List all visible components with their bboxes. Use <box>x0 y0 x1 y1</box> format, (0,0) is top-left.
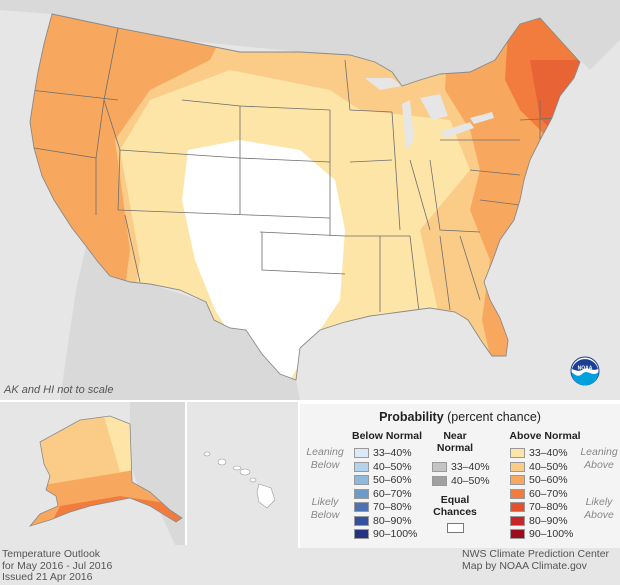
hawaii-inset-map <box>187 402 295 545</box>
legend-swatch <box>510 475 525 485</box>
legend-row: 80–90% <box>354 515 412 527</box>
credit-map: Map by NOAA Climate.gov <box>462 559 587 572</box>
legend-row-label: 80–90% <box>529 514 568 527</box>
legend-row: 40–50% <box>510 461 568 473</box>
outlook-issued: Issued 21 Apr 2016 <box>2 571 93 583</box>
legend-row: 50–60% <box>510 474 568 486</box>
equal-chances-heading: Equal Chances <box>433 494 477 518</box>
legend-title: Probability (percent chance) <box>379 410 541 424</box>
legend-swatch <box>432 475 447 486</box>
near-normal-heading: Near Normal <box>436 430 474 454</box>
legend-row: 90–100% <box>354 528 417 540</box>
legend-swatch <box>510 488 525 499</box>
noaa-logo-text: NOAA <box>578 366 593 372</box>
legend-row: 33–40% <box>432 461 490 473</box>
legend-row: 80–90% <box>510 515 568 527</box>
legend-row-label: 50–60% <box>373 474 412 486</box>
outlook-info: Temperature Outlook for May 2016 - Jul 2… <box>2 548 113 584</box>
legend-row: 70–80% <box>510 501 568 513</box>
leaning-above-label: Leaning Above <box>580 446 618 471</box>
legend-swatch <box>510 529 525 539</box>
above-normal-heading: Above Normal <box>509 430 581 442</box>
legend-swatch <box>510 461 525 472</box>
leaning-below-label: Leaning Below <box>306 446 344 471</box>
legend-row-label: 50–60% <box>529 474 568 486</box>
legend-row-label: 70–80% <box>529 501 568 513</box>
legend-row-label: 80–90% <box>373 514 412 527</box>
legend-row: 50–60% <box>354 474 412 486</box>
equal-chances-swatch <box>447 523 464 533</box>
legend-row-label: 40–50% <box>529 460 568 473</box>
below-normal-heading: Below Normal <box>351 430 422 442</box>
legend-swatch <box>354 475 369 485</box>
noaa-logo-icon: NOAA <box>570 356 600 386</box>
legend-swatch <box>354 488 369 499</box>
legend-swatch <box>354 515 369 526</box>
legend-row: 40–50% <box>354 461 412 473</box>
probability-legend: Probability (percent chance) Below Norma… <box>298 402 620 548</box>
legend-row-label: 70–80% <box>373 501 412 513</box>
legend-row-label: 90–100% <box>373 528 418 540</box>
credits: NWS Climate Prediction Center Map by NOA… <box>462 548 610 572</box>
map-scale-note: AK and HI not to scale <box>4 384 114 396</box>
legend-swatch <box>432 462 447 472</box>
legend-row: 33–40% <box>354 447 412 459</box>
legend-swatch <box>510 515 525 526</box>
legend-swatch <box>354 502 369 512</box>
legend-row: 33–40% <box>510 447 568 459</box>
likely-below-label: Likely Below <box>310 496 340 521</box>
legend-row: 60–70% <box>510 488 568 500</box>
legend-swatch <box>510 502 525 512</box>
legend-swatch <box>354 448 369 458</box>
legend-row-label: 60–70% <box>529 487 568 500</box>
legend-row: 40–50% <box>432 475 490 487</box>
outlook-period: for May 2016 - Jul 2016 <box>2 559 113 572</box>
legend-row-label: 90–100% <box>529 528 574 540</box>
likely-above-label: Likely Above <box>584 496 614 521</box>
legend-row-label: 40–50% <box>373 460 412 473</box>
legend-row-label: 40–50% <box>451 474 490 487</box>
legend-swatch <box>354 529 369 539</box>
legend-row-label: 33–40% <box>451 461 490 473</box>
legend-row: 90–100% <box>510 528 573 540</box>
credit-cpc: NWS Climate Prediction Center <box>462 548 610 560</box>
alaska-inset-map <box>0 402 185 545</box>
legend-row: 60–70% <box>354 488 412 500</box>
legend-row-label: 33–40% <box>529 447 568 459</box>
legend-swatch <box>354 461 369 472</box>
conus-outlook-map <box>0 0 620 400</box>
legend-row-label: 60–70% <box>373 487 412 500</box>
legend-row-label: 33–40% <box>373 447 412 459</box>
outlook-title: Temperature Outlook <box>2 548 101 560</box>
legend-swatch <box>510 448 525 458</box>
legend-row: 70–80% <box>354 501 412 513</box>
